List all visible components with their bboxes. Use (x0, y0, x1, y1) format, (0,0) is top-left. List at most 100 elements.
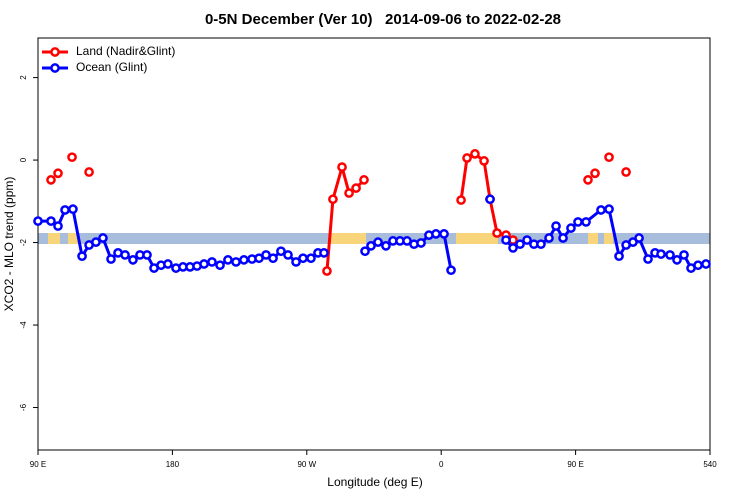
band-land (68, 233, 78, 244)
point (583, 175, 593, 185)
point (544, 233, 554, 243)
point (573, 217, 583, 227)
point (508, 243, 518, 253)
x-tick-label: 90 E (567, 460, 583, 469)
point (68, 204, 78, 215)
point (366, 241, 376, 251)
point (501, 235, 511, 245)
point (360, 246, 370, 257)
x-tick-label: 90 W (297, 460, 316, 469)
point (604, 204, 614, 215)
point (106, 254, 116, 264)
point (581, 217, 591, 227)
point (672, 255, 682, 265)
band-land (588, 233, 598, 244)
point (693, 260, 703, 271)
band-land (604, 233, 613, 244)
band-land (48, 233, 60, 244)
point (98, 233, 108, 243)
point (215, 260, 225, 271)
point (46, 216, 56, 226)
point (536, 239, 546, 250)
point (231, 257, 241, 267)
legend-label: Land (Nadir&Glint) (76, 44, 175, 58)
y-tick-label: -2 (19, 238, 28, 246)
point (306, 253, 316, 264)
band-ocean (38, 233, 710, 244)
legend-label: Ocean (Glint) (76, 60, 147, 74)
point (656, 249, 666, 259)
point (462, 153, 472, 163)
point (142, 250, 152, 260)
x-tick-label: 90 E (30, 460, 46, 469)
point (446, 265, 456, 276)
point (223, 255, 233, 265)
surface-band (38, 233, 710, 244)
point (268, 253, 278, 264)
point (77, 251, 87, 262)
point (283, 250, 293, 260)
y-tick-label: -4 (19, 321, 28, 329)
band-land (329, 233, 366, 244)
x-tick-label: 540 (703, 460, 717, 469)
point (522, 235, 532, 245)
point (128, 255, 138, 265)
chart-title: 0-5N December (Ver 10) 2014-09-06 to 202… (205, 11, 561, 28)
legend-marker (50, 47, 60, 57)
point (199, 259, 209, 269)
series-line (327, 154, 626, 271)
point (665, 250, 675, 260)
point (621, 167, 631, 177)
point (431, 229, 441, 239)
x-tick-label: 180 (166, 460, 180, 469)
point (276, 246, 286, 257)
point (679, 250, 689, 260)
point (515, 239, 525, 250)
point (566, 223, 576, 233)
point (604, 152, 614, 163)
point (328, 194, 338, 205)
point (456, 195, 466, 205)
point (551, 221, 561, 231)
point (479, 156, 489, 166)
point (381, 241, 391, 251)
point (596, 205, 606, 215)
point (207, 257, 217, 267)
point (239, 255, 249, 265)
point (337, 162, 347, 172)
x-tick-label: 0 (439, 460, 444, 469)
point (53, 168, 63, 179)
y-tick-label: -6 (19, 403, 28, 411)
point (319, 248, 329, 258)
y-axis-label: XCO2 - MLO trend (ppm) (2, 177, 16, 312)
point (359, 175, 369, 185)
point (298, 253, 308, 264)
point (84, 167, 94, 177)
point (558, 233, 568, 243)
point (416, 238, 426, 248)
point (590, 168, 600, 179)
point (291, 257, 301, 267)
point (53, 221, 63, 231)
point (351, 183, 361, 193)
point (91, 237, 101, 247)
legend-marker (50, 63, 60, 73)
point (67, 152, 77, 163)
point (322, 266, 332, 276)
point (46, 175, 56, 185)
point (439, 229, 449, 239)
plot-frame (37, 37, 711, 451)
band-land (456, 233, 498, 244)
point (344, 188, 354, 198)
point (33, 216, 43, 226)
point (492, 228, 502, 238)
point (470, 149, 480, 159)
point (485, 194, 495, 205)
y-tick-label: 0 (19, 157, 28, 162)
x-axis-label: Longitude (deg E) (327, 475, 422, 489)
point (701, 259, 711, 269)
point (373, 237, 383, 247)
point (163, 259, 173, 269)
point (634, 233, 644, 243)
